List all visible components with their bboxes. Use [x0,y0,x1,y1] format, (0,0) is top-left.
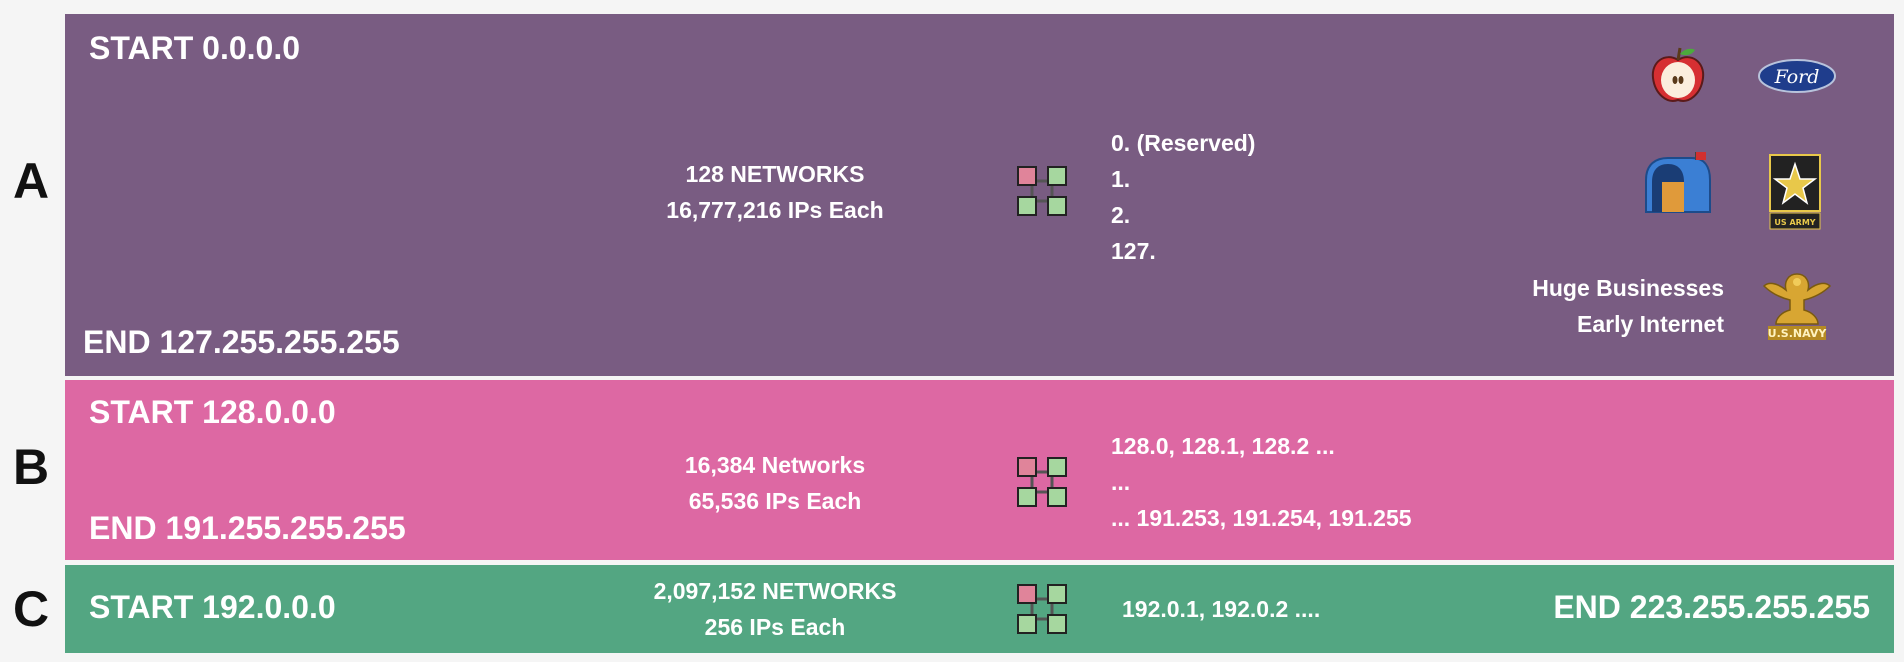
class-a-networks: 128 NETWORKS [685,161,865,187]
us-navy-logo-icon: U.S.NAVY [1762,273,1832,340]
list-item: ... 191.253, 191.254, 191.255 [1111,505,1412,531]
class-a-note: Huge Businesses Early Internet [1532,270,1724,342]
class-c-letter: C [12,581,50,637]
network-nodes-icon [1016,583,1068,635]
list-item: 192.0.1, 192.0.2 .... [1122,596,1321,622]
class-b-start: START 128.0.0.0 [89,394,336,430]
apple-logo-icon [1651,47,1705,102]
note-line: Early Internet [1577,311,1724,337]
class-a-ips: 16,777,216 IPs Each [666,197,884,223]
class-a-letter: A [12,153,50,209]
class-c-start: START 192.0.0.0 [89,589,336,625]
class-c-end: END 223.255.255.255 [1553,589,1870,625]
army-logo-text: US ARMY [1774,218,1815,227]
class-a-summary: 128 NETWORKS 16,777,216 IPs Each [585,156,965,228]
note-line: Huge Businesses [1532,275,1724,301]
list-item: 2. [1111,202,1131,228]
list-item: ... [1111,469,1131,495]
class-b-ips: 65,536 IPs Each [688,488,862,514]
list-item: 128.0, 128.1, 128.2 ... [1111,433,1335,459]
list-item: 127. [1111,238,1156,264]
class-b-end: END 191.255.255.255 [89,510,406,546]
class-c-band: START 192.0.0.0 2,097,152 NETWORKS 256 I… [65,565,1894,653]
class-a-band: START 0.0.0.0 END 127.255.255.255 128 NE… [65,14,1894,376]
class-b-networks: 16,384 Networks [684,452,866,478]
class-c-network-list: 192.0.1, 192.0.2 .... [1122,591,1320,627]
mailbox-logo-icon [1645,152,1711,213]
class-a-end: END 127.255.255.255 [83,324,400,360]
ford-logo-icon: Ford [1758,59,1836,93]
class-a-start: START 0.0.0.0 [89,30,301,66]
ford-logo-text: Ford [1774,66,1820,88]
class-b-network-list: 128.0, 128.1, 128.2 ... ... ... 191.253,… [1111,428,1412,536]
us-army-logo-icon: US ARMY [1769,154,1821,230]
class-a-network-list: 0. (Reserved) 1. 2. 127. [1111,125,1255,269]
class-b-summary: 16,384 Networks 65,536 IPs Each [585,447,965,519]
list-item: 0. (Reserved) [1111,130,1256,156]
class-b-letter: B [12,439,50,495]
class-c-summary: 2,097,152 NETWORKS 256 IPs Each [585,573,965,645]
network-nodes-icon [1016,165,1068,217]
class-b-band: START 128.0.0.0 END 191.255.255.255 16,3… [65,380,1894,560]
list-item: 1. [1111,166,1131,192]
class-c-ips: 256 IPs Each [704,614,846,640]
class-c-networks: 2,097,152 NETWORKS [653,578,897,604]
navy-logo-text: U.S.NAVY [1768,327,1828,340]
network-nodes-icon [1016,456,1068,508]
